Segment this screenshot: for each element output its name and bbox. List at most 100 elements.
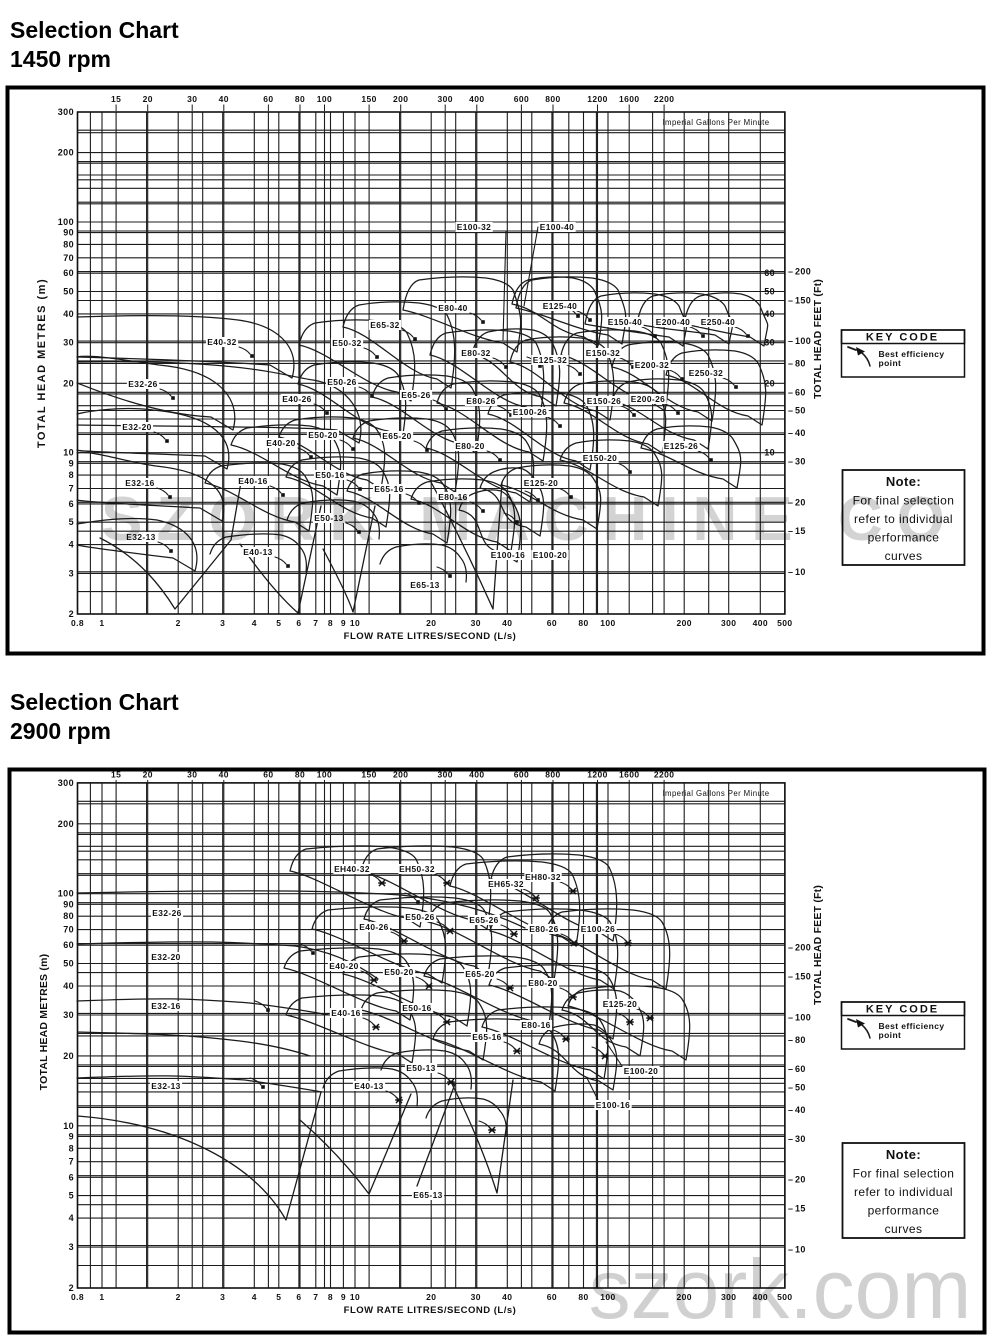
svg-text:600: 600	[514, 769, 529, 779]
svg-text:150: 150	[795, 296, 811, 306]
svg-text:E32-16: E32-16	[151, 1001, 180, 1011]
svg-text:30: 30	[471, 1292, 481, 1302]
svg-text:200: 200	[677, 1292, 692, 1302]
svg-text:3: 3	[69, 568, 74, 578]
svg-text:200: 200	[58, 819, 74, 829]
svg-text:30: 30	[764, 338, 775, 348]
svg-text:E150-32: E150-32	[586, 348, 620, 358]
svg-text:E32-13: E32-13	[151, 1081, 180, 1091]
svg-text:40: 40	[764, 309, 775, 319]
svg-text:Best efficiency: Best efficiency	[879, 349, 945, 359]
svg-text:refer to individual: refer to individual	[854, 512, 953, 526]
svg-text:9: 9	[341, 618, 346, 628]
svg-text:20: 20	[795, 1175, 806, 1185]
svg-text:–: –	[788, 1105, 793, 1115]
svg-text:60: 60	[795, 1064, 806, 1074]
svg-text:50: 50	[764, 287, 775, 297]
svg-text:point: point	[879, 358, 902, 368]
svg-text:E100-26: E100-26	[581, 924, 615, 934]
svg-text:E50-13: E50-13	[314, 513, 343, 523]
svg-text:150: 150	[795, 972, 811, 982]
svg-text:10: 10	[764, 448, 775, 458]
svg-text:2: 2	[176, 618, 181, 628]
svg-text:20: 20	[63, 378, 74, 388]
svg-text:400: 400	[753, 1292, 768, 1302]
svg-text:E100-32: E100-32	[457, 222, 491, 232]
svg-text:3: 3	[69, 1242, 74, 1252]
svg-text:–: –	[788, 1064, 793, 1074]
svg-text:90: 90	[63, 899, 74, 909]
svg-text:6: 6	[69, 499, 74, 509]
svg-text:For final selection: For final selection	[853, 494, 955, 508]
svg-text:6: 6	[69, 1172, 74, 1182]
svg-text:80: 80	[63, 239, 74, 249]
svg-text:60: 60	[263, 769, 273, 779]
svg-text:30: 30	[187, 769, 197, 779]
svg-text:20: 20	[426, 1292, 436, 1302]
svg-text:E65-20: E65-20	[465, 969, 494, 979]
svg-text:200: 200	[677, 618, 692, 628]
svg-text:150: 150	[361, 769, 376, 779]
svg-text:300: 300	[438, 769, 453, 779]
svg-text:KEY CODE: KEY CODE	[866, 332, 939, 344]
svg-text:refer to individual: refer to individual	[854, 1185, 953, 1199]
svg-text:E40-26: E40-26	[282, 394, 311, 404]
svg-text:performance: performance	[868, 531, 940, 545]
svg-text:10: 10	[795, 567, 806, 577]
svg-text:10: 10	[63, 448, 74, 458]
svg-text:E80-20: E80-20	[528, 978, 557, 988]
svg-text:30: 30	[187, 94, 197, 104]
svg-text:15: 15	[111, 769, 121, 779]
svg-text:50: 50	[795, 1082, 806, 1092]
svg-text:E125-32: E125-32	[533, 355, 567, 365]
svg-text:FLOW RATE LITRES/SECOND (L/s: FLOW RATE LITRES/SECOND (L/s)	[344, 1305, 517, 1316]
svg-text:E65-26: E65-26	[469, 915, 498, 925]
svg-text:100: 100	[317, 769, 332, 779]
svg-text:300: 300	[58, 107, 74, 117]
svg-text:E65-32: E65-32	[370, 320, 399, 330]
svg-text:E40-13: E40-13	[354, 1081, 383, 1091]
svg-text:E32-16: E32-16	[125, 478, 154, 488]
svg-text:0.8: 0.8	[71, 618, 84, 628]
svg-text:–: –	[788, 1134, 793, 1144]
svg-text:E80-40: E80-40	[438, 303, 467, 313]
svg-text:EH80-32: EH80-32	[525, 872, 561, 882]
svg-text:szork.com: szork.com	[589, 1242, 972, 1336]
svg-text:400: 400	[753, 618, 768, 628]
svg-text:15: 15	[111, 94, 121, 104]
svg-text:For final selection: For final selection	[853, 1167, 955, 1181]
svg-text:1200: 1200	[587, 769, 608, 779]
svg-text:EH50-32: EH50-32	[399, 864, 435, 874]
svg-text:15: 15	[795, 526, 806, 536]
svg-text:20: 20	[143, 94, 153, 104]
svg-text:point: point	[879, 1030, 902, 1040]
svg-text:9: 9	[69, 1131, 74, 1141]
svg-text:E100-16: E100-16	[596, 1100, 630, 1110]
svg-text:40: 40	[795, 428, 806, 438]
svg-text:30: 30	[471, 618, 481, 628]
svg-text:–: –	[788, 406, 793, 416]
svg-text:E150-40: E150-40	[608, 317, 642, 327]
svg-text:E80-16: E80-16	[438, 492, 467, 502]
svg-text:50: 50	[63, 959, 74, 969]
svg-text:E50-13: E50-13	[406, 1063, 435, 1073]
svg-text:40: 40	[795, 1105, 806, 1115]
svg-text:5: 5	[69, 517, 74, 527]
svg-text:60: 60	[547, 618, 557, 628]
svg-text:300: 300	[438, 94, 453, 104]
svg-text:Imperial Gallons Per Minute: Imperial Gallons Per Minute	[662, 118, 769, 127]
svg-text:80: 80	[63, 911, 74, 921]
svg-text:E100-16: E100-16	[491, 550, 525, 560]
svg-text:E65-20: E65-20	[382, 431, 411, 441]
svg-text:Imperial Gallons Per Minute: Imperial Gallons Per Minute	[662, 789, 769, 798]
svg-text:100: 100	[795, 336, 811, 346]
svg-text:–: –	[788, 267, 793, 277]
svg-text:E32-20: E32-20	[122, 422, 151, 432]
svg-text:100: 100	[795, 1012, 811, 1022]
svg-text:E40-16: E40-16	[331, 1008, 360, 1018]
svg-text:300: 300	[721, 618, 736, 628]
svg-text:7: 7	[313, 1292, 318, 1302]
svg-text:EH65-32: EH65-32	[488, 879, 524, 889]
svg-text:9: 9	[341, 1292, 346, 1302]
svg-text:–: –	[788, 1175, 793, 1185]
